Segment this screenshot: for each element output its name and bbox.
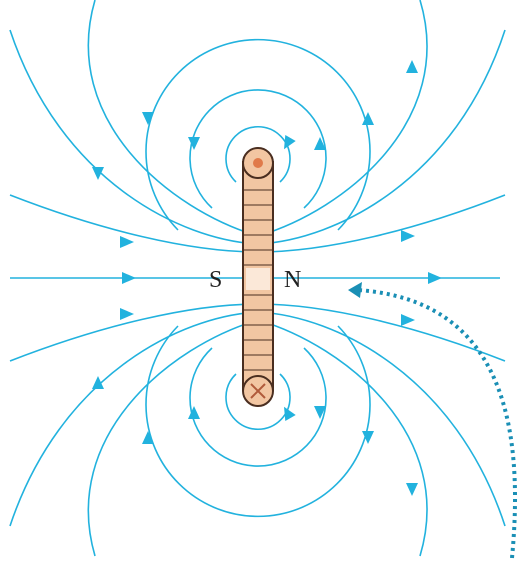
- arrowhead: [122, 272, 136, 284]
- pointer-arrow: [357, 288, 518, 559]
- north-pole-label: N: [284, 267, 301, 293]
- coil: [242, 147, 274, 407]
- south-pole-label: S: [209, 267, 222, 293]
- arrowhead: [428, 272, 442, 284]
- pointer-arrowhead: [348, 282, 362, 298]
